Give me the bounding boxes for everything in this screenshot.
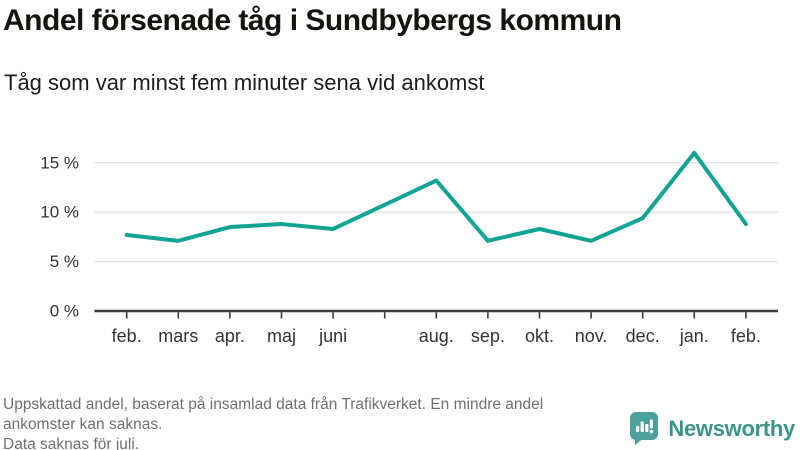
x-tick-label: aug. — [419, 326, 454, 346]
chart-footer: Uppskattad andel, baserat på insamlad da… — [3, 395, 643, 450]
x-tick-label: dec. — [626, 326, 660, 346]
data-line — [124, 150, 748, 243]
x-tick-label: feb. — [112, 326, 142, 346]
x-tick-label: feb. — [731, 326, 761, 346]
x-tick-label: mars — [158, 326, 198, 346]
chart-title: Andel försenade tåg i Sundbybergs kommun — [3, 4, 622, 37]
x-tick-label: sep. — [471, 326, 505, 346]
newsworthy-icon — [630, 412, 659, 445]
newsworthy-logo: Newsworthy — [629, 411, 795, 446]
y-tick-label: 15 % — [40, 153, 79, 172]
x-tick-label: maj — [267, 326, 296, 346]
chart-subtitle: Tåg som var minst fem minuter sena vid a… — [4, 70, 485, 95]
y-tick-label: 5 % — [50, 252, 79, 271]
x-tick-label: apr. — [215, 326, 245, 346]
x-tick-label: jan. — [679, 326, 709, 346]
y-tick-label: 10 % — [40, 203, 79, 222]
x-tick-label: nov. — [575, 326, 608, 346]
newsworthy-wordmark: Newsworthy — [668, 415, 795, 441]
x-tick-label: juni — [318, 326, 347, 346]
y-tick-label: 0 % — [50, 302, 79, 321]
missing-data-note: Data saknas för juli. — [3, 436, 140, 450]
x-tick-label: okt. — [525, 326, 554, 346]
source-note: Uppskattad andel, baserat på insamlad da… — [3, 396, 544, 433]
